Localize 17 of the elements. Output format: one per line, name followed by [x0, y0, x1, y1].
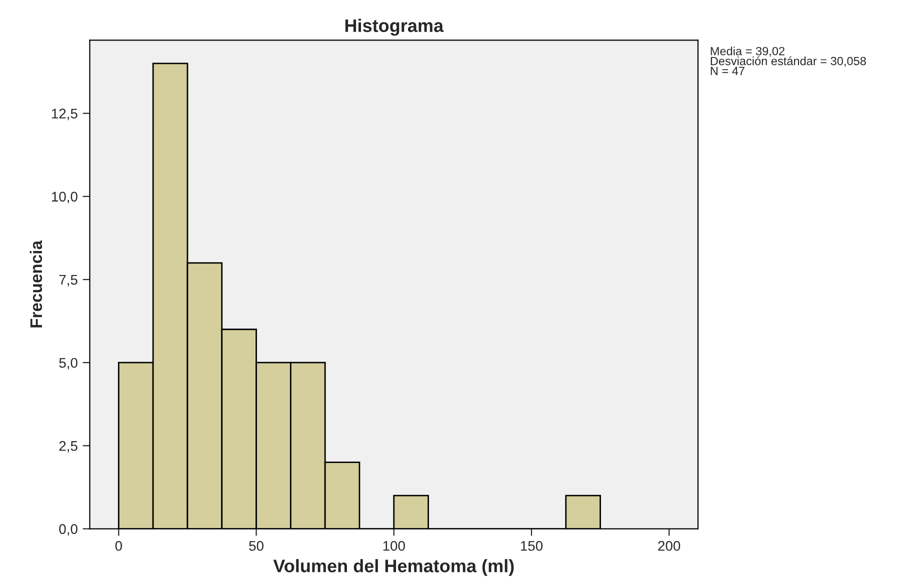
x-tick-label: 100 — [383, 540, 405, 551]
x-tick-label: 150 — [520, 540, 543, 551]
y-axis-title: Frecuencia — [30, 240, 42, 328]
text: Desviación estándar = 30,058 — [710, 56, 866, 67]
x-tick-label: 0 — [115, 540, 122, 551]
y-tick-label: 2,5 — [59, 441, 78, 453]
x-tick-label: 200 — [658, 540, 680, 551]
y-tick-label: 7,5 — [59, 274, 78, 286]
x-tick-label: 50 — [249, 540, 264, 551]
y-tick-label: 10,0 — [52, 192, 78, 204]
y-tick-label: 5,0 — [59, 358, 78, 370]
chart-title: Histograma — [345, 18, 444, 36]
text: Media = 39,02 — [710, 46, 784, 57]
y-tick-label: 0,0 — [59, 524, 78, 536]
text: N = 47 — [710, 66, 744, 76]
y-tick-label: 12,5 — [52, 108, 78, 120]
x-axis-title: Volumen del Hematoma (ml) — [273, 559, 514, 576]
